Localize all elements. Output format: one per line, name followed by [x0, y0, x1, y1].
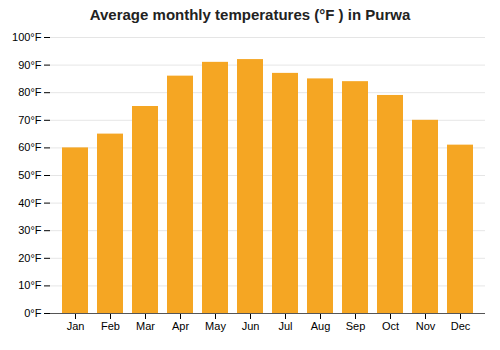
- svg-text:Jan: Jan: [67, 320, 85, 332]
- svg-text:Nov: Nov: [416, 320, 436, 332]
- svg-text:0°F: 0°F: [24, 307, 42, 319]
- svg-text:90°F: 90°F: [18, 59, 42, 71]
- svg-text:20°F: 20°F: [18, 252, 42, 264]
- svg-text:40°F: 40°F: [18, 197, 42, 209]
- svg-text:70°F: 70°F: [18, 114, 42, 126]
- svg-text:50°F: 50°F: [18, 169, 42, 181]
- svg-text:Feb: Feb: [101, 320, 120, 332]
- svg-text:60°F: 60°F: [18, 141, 42, 153]
- svg-text:May: May: [205, 320, 226, 332]
- svg-text:Apr: Apr: [172, 320, 189, 332]
- svg-text:Mar: Mar: [136, 320, 155, 332]
- svg-text:Sep: Sep: [346, 320, 366, 332]
- svg-text:80°F: 80°F: [18, 86, 42, 98]
- svg-text:30°F: 30°F: [18, 224, 42, 236]
- svg-text:Dec: Dec: [451, 320, 471, 332]
- svg-text:10°F: 10°F: [18, 279, 42, 291]
- svg-text:Aug: Aug: [311, 320, 331, 332]
- svg-text:Oct: Oct: [382, 320, 399, 332]
- html-text:Average monthly temperatures (: Average monthly temperatures (°F ) in Pu…: [89, 6, 411, 23]
- svg-text:Jun: Jun: [242, 320, 260, 332]
- svg-text:100°F: 100°F: [12, 31, 42, 43]
- svg-text:Jul: Jul: [278, 320, 292, 332]
